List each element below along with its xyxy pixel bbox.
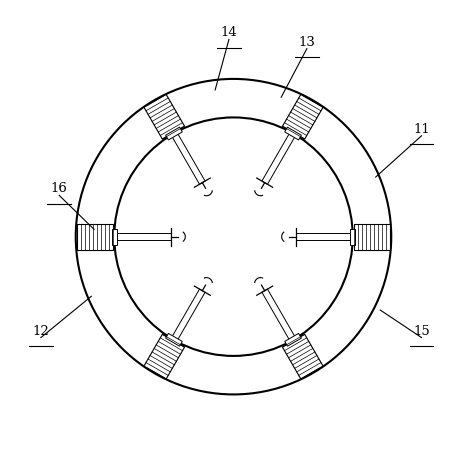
Polygon shape [283, 95, 323, 139]
Polygon shape [354, 224, 390, 249]
Text: 13: 13 [298, 35, 315, 49]
Polygon shape [262, 289, 297, 342]
Polygon shape [296, 233, 354, 240]
Polygon shape [166, 334, 182, 346]
Text: 16: 16 [51, 182, 68, 195]
Polygon shape [112, 229, 117, 245]
Polygon shape [113, 233, 171, 240]
Polygon shape [262, 131, 297, 184]
Text: 12: 12 [33, 324, 49, 338]
Text: 14: 14 [220, 26, 237, 40]
Polygon shape [170, 289, 205, 342]
Text: 15: 15 [413, 324, 430, 338]
Text: 11: 11 [413, 123, 430, 136]
Polygon shape [144, 334, 184, 379]
Polygon shape [350, 229, 355, 245]
Polygon shape [144, 95, 184, 139]
Polygon shape [283, 334, 323, 379]
Polygon shape [285, 127, 301, 140]
Polygon shape [77, 224, 113, 249]
Polygon shape [170, 131, 205, 184]
Polygon shape [166, 127, 182, 140]
Polygon shape [285, 334, 301, 346]
